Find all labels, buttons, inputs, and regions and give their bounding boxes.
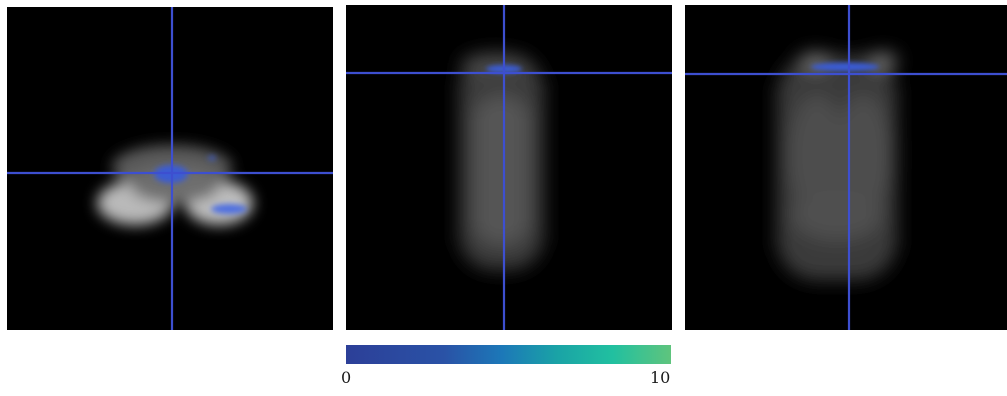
coronal-view-panel[interactable] [685, 5, 1007, 330]
coronal-view-image [685, 5, 1007, 330]
axial-view-panel[interactable] [7, 7, 333, 330]
colorbar-max-label: 10 [650, 368, 671, 387]
coronal-overlay [811, 62, 879, 72]
colorbar-gradient [346, 345, 671, 364]
sagittal-view-image [346, 5, 672, 330]
colorbar-min-label: 0 [341, 368, 352, 387]
axial-view-image [7, 7, 333, 330]
colorbar [346, 345, 671, 364]
sagittal-view-panel[interactable] [346, 5, 672, 330]
sagittal-anatomy [459, 53, 544, 270]
coronal-anatomy [777, 53, 897, 280]
